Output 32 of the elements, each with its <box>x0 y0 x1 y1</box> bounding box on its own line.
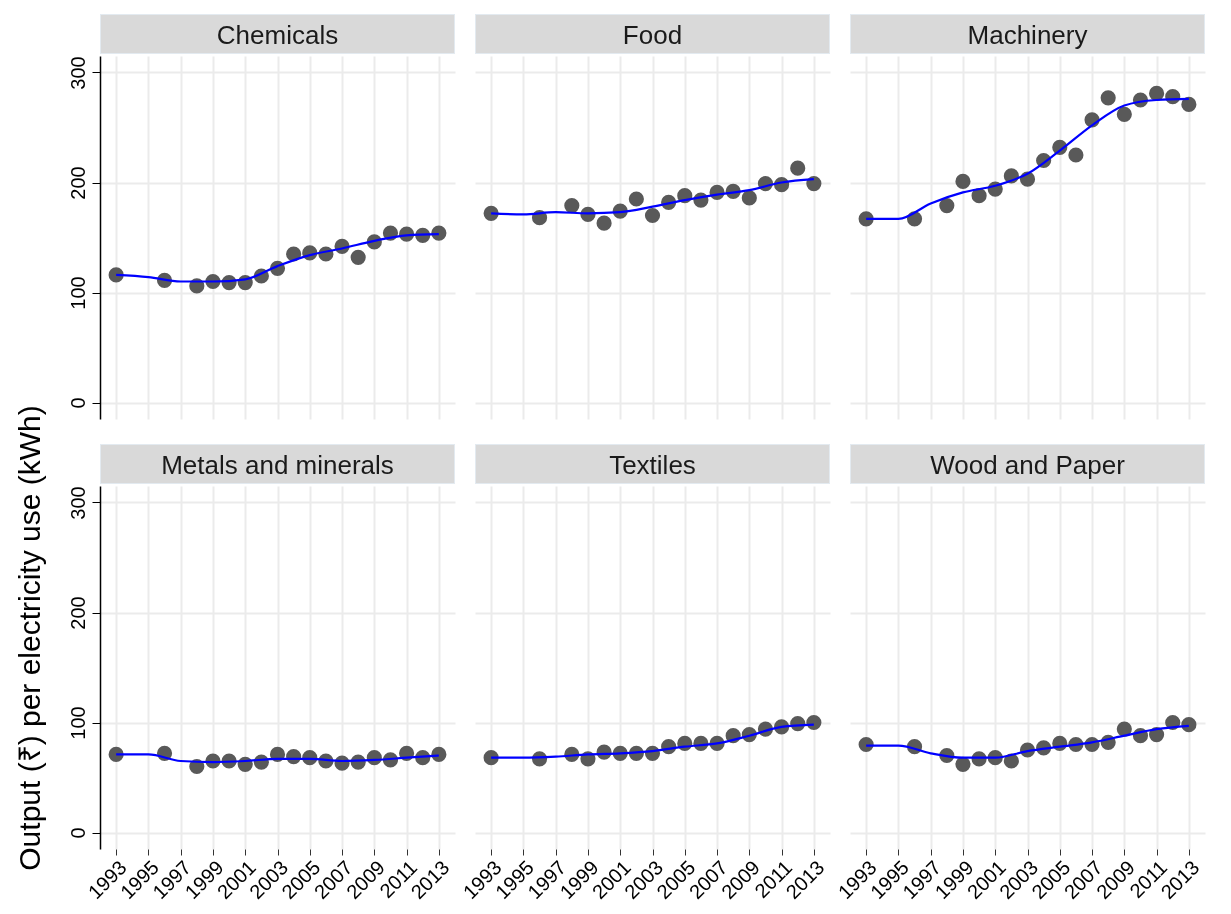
point <box>939 198 955 214</box>
y-axis-title: Output (₹) per electricity use (kWh) <box>12 405 46 871</box>
point <box>1181 717 1197 733</box>
y-tick-label: 0 <box>66 827 89 839</box>
y-tick-label: 300 <box>66 56 89 90</box>
point <box>1181 96 1197 112</box>
chart-title: Food <box>475 14 830 54</box>
chart-title: Wood and Paper <box>850 444 1205 484</box>
point <box>1100 90 1116 106</box>
y-tick-label: 100 <box>66 276 89 310</box>
point <box>790 160 806 176</box>
point <box>806 714 822 731</box>
y-tick-label: 200 <box>66 166 89 200</box>
point <box>596 215 612 231</box>
point <box>1149 85 1165 101</box>
chart-title: Textiles <box>475 444 830 484</box>
point <box>644 207 661 224</box>
point <box>1068 147 1084 163</box>
y-tick-label: 100 <box>66 706 89 740</box>
chart-title: Chemicals <box>100 14 455 54</box>
y-tick-label: 0 <box>66 397 89 409</box>
point <box>350 249 366 265</box>
y-tick-label: 300 <box>66 486 89 520</box>
y-tick-label: 200 <box>66 596 89 630</box>
point <box>564 198 580 214</box>
point <box>628 191 644 207</box>
point <box>1116 106 1132 122</box>
point <box>858 736 874 753</box>
chart-title: Machinery <box>850 14 1205 54</box>
point <box>955 173 971 189</box>
point <box>741 190 757 206</box>
chart-title: Metals and minerals <box>100 444 455 484</box>
